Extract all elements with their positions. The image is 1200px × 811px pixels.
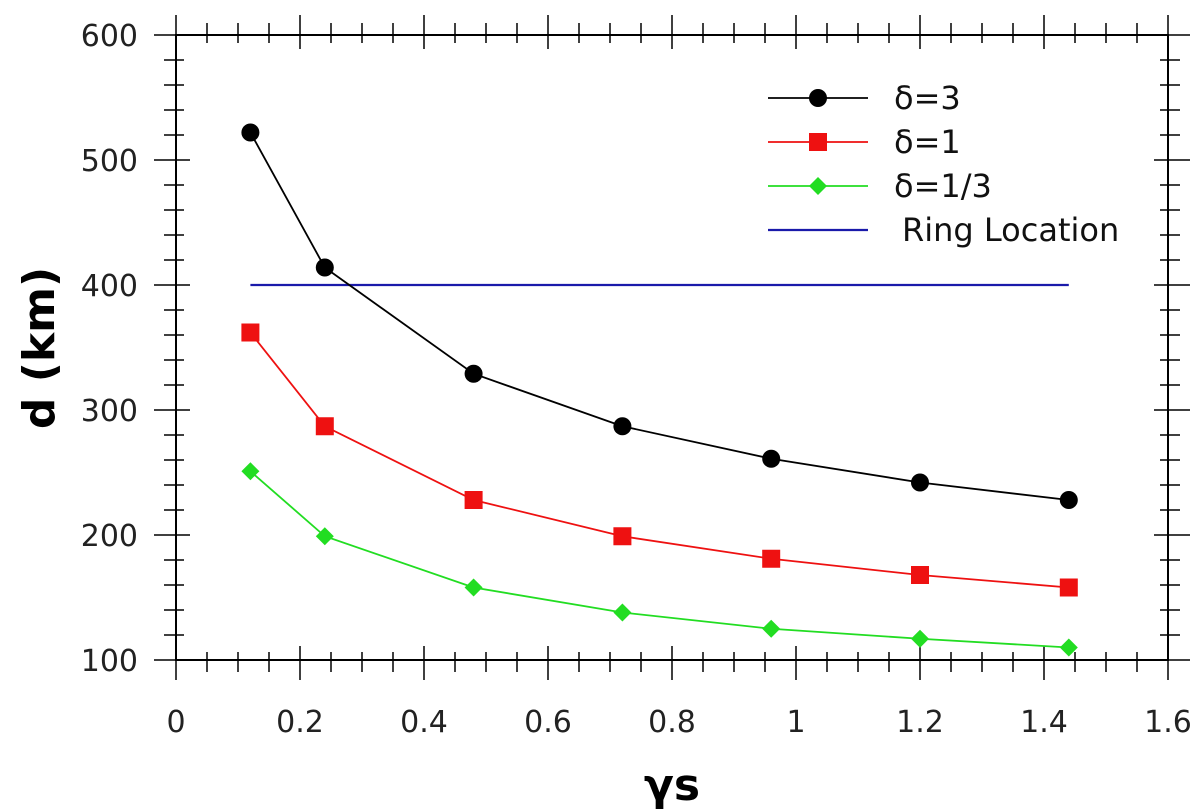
legend-item-0: δ=3	[768, 79, 961, 117]
data-point	[613, 417, 632, 436]
data-point	[241, 462, 260, 481]
data-point	[762, 449, 781, 468]
data-point	[464, 578, 483, 597]
plot-frame	[175, 34, 1169, 661]
series-1	[241, 323, 1078, 597]
data-point	[613, 527, 632, 546]
data-point	[315, 527, 334, 546]
data-point	[911, 473, 929, 492]
data-point	[1059, 638, 1078, 657]
data-point	[464, 491, 483, 509]
x-tick-label: 1.2	[896, 705, 944, 740]
y-tick-label: 400	[81, 269, 138, 304]
y-tick-label: 100	[81, 644, 138, 679]
axes: 0 0.2 0.4 0.6 0.8 1 1.2 1.4 1.6 100 200 300 400 500 60…	[81, 15, 1192, 740]
x-tick-label: 1	[786, 705, 805, 740]
series-2	[241, 462, 1078, 657]
data-point	[911, 566, 929, 584]
data-point	[464, 364, 483, 383]
legend-item-1: δ=1	[768, 123, 961, 161]
series-layer	[241, 123, 1078, 657]
legend-label: δ=3	[894, 79, 961, 117]
data-point	[315, 417, 334, 436]
legend-swatch-marker	[809, 133, 827, 151]
data-point	[1059, 491, 1078, 509]
x-tick-label: 0.2	[276, 705, 324, 740]
y-tick-label: 600	[81, 19, 138, 54]
data-point	[315, 258, 334, 277]
legend-label: Ring Location	[902, 211, 1119, 249]
data-point	[241, 323, 260, 342]
x-tick-label: 1.6	[1144, 705, 1192, 740]
legend-label: δ=1/3	[894, 167, 992, 205]
y-axis-title: d (km)	[14, 267, 65, 429]
x-tick-label: 0.6	[524, 705, 572, 740]
legend: δ=3 δ=1 δ=1/3 Ring Location	[768, 79, 1119, 249]
series-line	[249, 470, 1069, 649]
legend-item-2: δ=1/3	[768, 167, 992, 205]
data-point	[613, 603, 632, 622]
series-0	[241, 123, 1078, 509]
y-tick-label: 500	[81, 144, 138, 179]
data-point	[762, 549, 781, 568]
data-point	[1059, 578, 1078, 597]
x-tick-label: 1.4	[1020, 705, 1068, 740]
y-tick-label: 200	[81, 519, 138, 554]
data-point	[241, 123, 260, 142]
legend-swatch-marker	[809, 89, 827, 107]
series-line	[249, 331, 1069, 589]
x-tick-label: 0.8	[648, 705, 696, 740]
x-axis-title: γs	[644, 760, 700, 811]
data-point	[762, 619, 781, 638]
data-point	[911, 629, 929, 648]
y-tick-label: 300	[81, 394, 138, 429]
x-tick-label: 0.4	[400, 705, 448, 740]
legend-item-3: Ring Location	[768, 211, 1119, 249]
legend-swatch-marker	[809, 177, 827, 195]
x-tick-label: 0	[166, 705, 185, 740]
legend-label: δ=1	[894, 123, 961, 161]
